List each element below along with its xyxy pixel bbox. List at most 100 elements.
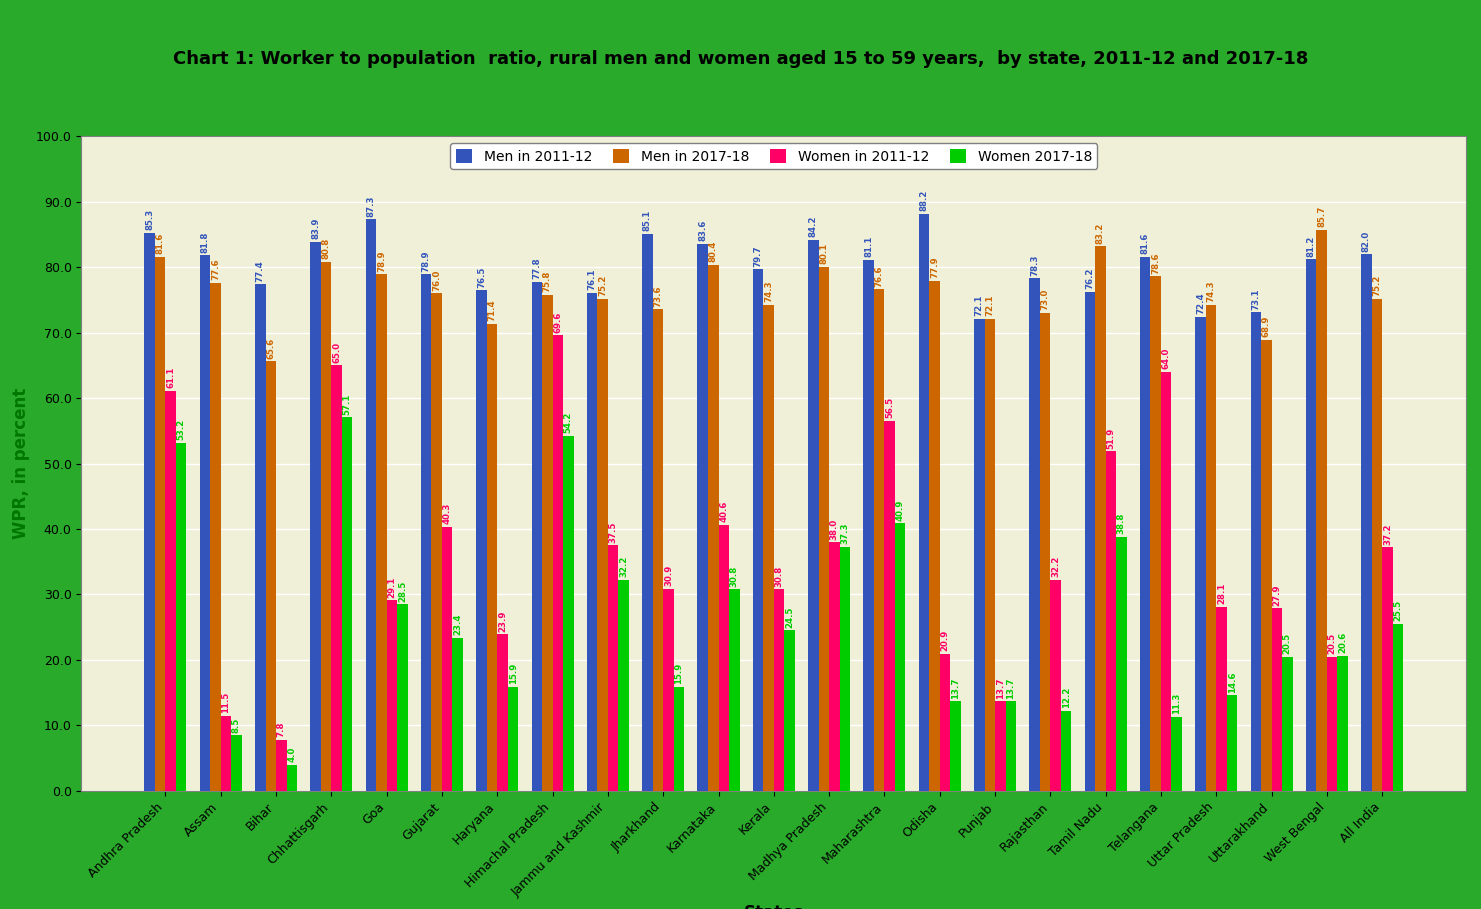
Bar (607, 545, 619, 791)
Bar (863, 260, 874, 791)
Bar (286, 764, 298, 791)
Y-axis label: WPR, in percent: WPR, in percent (12, 388, 30, 539)
Bar (156, 256, 166, 791)
Text: 73.0: 73.0 (1041, 289, 1050, 311)
Text: 8.5: 8.5 (233, 717, 241, 733)
Bar (1060, 711, 1071, 791)
Bar (231, 735, 241, 791)
Bar (563, 436, 573, 791)
Bar (1195, 317, 1206, 791)
Text: 20.5: 20.5 (1283, 633, 1291, 654)
Bar (1106, 451, 1117, 791)
Bar (1317, 230, 1327, 791)
Text: 76.5: 76.5 (477, 266, 486, 287)
Bar (321, 262, 332, 791)
Bar (487, 324, 498, 791)
Bar (1216, 607, 1226, 791)
Bar (884, 421, 895, 791)
Text: 13.7: 13.7 (995, 677, 1004, 698)
Text: 81.6: 81.6 (156, 233, 164, 255)
Text: 78.9: 78.9 (422, 250, 431, 272)
Bar (1171, 717, 1182, 791)
Text: 14.6: 14.6 (1228, 671, 1237, 693)
Text: 73.6: 73.6 (653, 285, 662, 306)
Bar (508, 687, 518, 791)
Text: 4.0: 4.0 (287, 746, 296, 762)
Text: 54.2: 54.2 (564, 412, 573, 434)
Bar (597, 299, 607, 791)
Bar (1050, 580, 1060, 791)
Bar (376, 275, 387, 791)
Bar (542, 295, 552, 791)
Text: 30.9: 30.9 (663, 564, 672, 586)
Bar (421, 275, 431, 791)
Text: 20.6: 20.6 (1339, 632, 1348, 654)
Text: 37.2: 37.2 (1383, 524, 1392, 544)
Bar (397, 604, 407, 791)
Text: 15.9: 15.9 (508, 663, 517, 684)
Bar (643, 234, 653, 791)
Bar (311, 242, 321, 791)
Text: 85.1: 85.1 (643, 210, 652, 231)
Text: 77.6: 77.6 (210, 259, 221, 280)
Bar (366, 219, 376, 791)
Text: 81.2: 81.2 (1306, 235, 1315, 256)
Bar (1382, 547, 1392, 791)
Text: 71.4: 71.4 (487, 299, 496, 321)
X-axis label: States: States (743, 904, 804, 909)
Bar (265, 362, 275, 791)
Text: 40.6: 40.6 (720, 501, 729, 523)
Text: 85.3: 85.3 (145, 209, 154, 230)
Text: 83.2: 83.2 (1096, 223, 1105, 244)
Bar (763, 305, 775, 791)
Text: 74.3: 74.3 (1207, 280, 1216, 302)
Bar (1151, 276, 1161, 791)
Bar (145, 233, 156, 791)
Text: 83.6: 83.6 (698, 220, 708, 241)
Text: 28.1: 28.1 (1217, 583, 1226, 604)
Bar (210, 283, 221, 791)
Text: 30.8: 30.8 (730, 565, 739, 586)
Text: 82.0: 82.0 (1363, 230, 1371, 252)
Bar (255, 285, 265, 791)
Text: 40.3: 40.3 (443, 503, 452, 524)
Text: 37.5: 37.5 (609, 522, 618, 543)
Bar (552, 335, 563, 791)
Bar (1337, 656, 1348, 791)
Text: 27.9: 27.9 (1272, 584, 1281, 605)
Bar (775, 589, 785, 791)
Text: 72.1: 72.1 (985, 295, 994, 316)
Text: 38.8: 38.8 (1117, 513, 1126, 534)
Text: 13.7: 13.7 (951, 677, 960, 698)
Text: 24.5: 24.5 (785, 606, 794, 628)
Bar (619, 580, 629, 791)
Text: 83.9: 83.9 (311, 218, 320, 239)
Text: 72.4: 72.4 (1197, 293, 1206, 315)
Bar (1250, 313, 1262, 791)
Text: 23.9: 23.9 (498, 611, 507, 632)
Bar (819, 266, 829, 791)
Text: 81.6: 81.6 (1140, 233, 1149, 255)
Text: 76.1: 76.1 (588, 269, 597, 290)
Bar (1226, 695, 1237, 791)
Bar (477, 290, 487, 791)
Text: 73.1: 73.1 (1251, 288, 1260, 310)
Text: 37.3: 37.3 (840, 523, 850, 544)
Text: 78.9: 78.9 (376, 250, 387, 272)
Text: 80.1: 80.1 (819, 243, 828, 264)
Text: 20.5: 20.5 (1327, 633, 1337, 654)
Bar (586, 293, 597, 791)
Text: 15.9: 15.9 (674, 663, 683, 684)
Text: 75.2: 75.2 (598, 275, 607, 296)
Bar (708, 265, 718, 791)
Text: 76.6: 76.6 (875, 265, 884, 287)
Bar (166, 391, 176, 791)
Text: 53.2: 53.2 (176, 419, 185, 440)
Bar (718, 525, 729, 791)
Bar (200, 255, 210, 791)
Bar (1084, 292, 1094, 791)
Text: 11.3: 11.3 (1173, 693, 1182, 714)
Text: 85.7: 85.7 (1317, 206, 1325, 227)
Text: 75.2: 75.2 (1373, 275, 1382, 296)
Text: 75.8: 75.8 (544, 271, 552, 292)
